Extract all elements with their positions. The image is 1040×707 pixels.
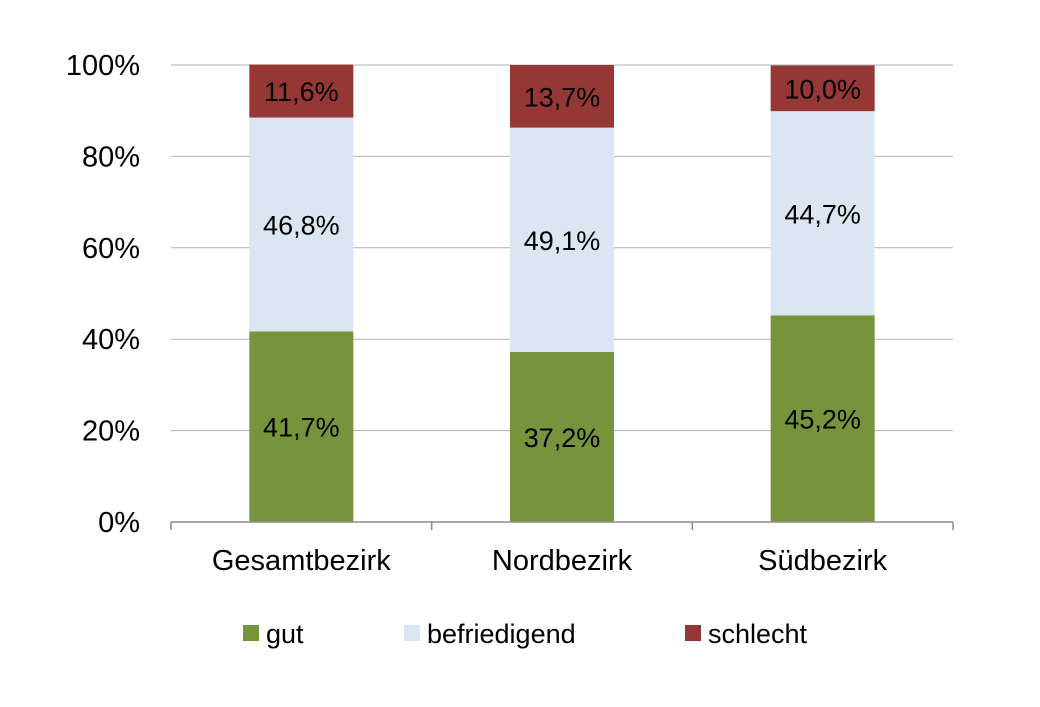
data-label: 11,6% <box>264 77 339 107</box>
legend: gut befriedigend schlecht <box>243 619 808 649</box>
y-tick-label: 60% <box>82 233 140 265</box>
y-tick-label: 80% <box>82 141 140 173</box>
bar-segment-befriedigend <box>249 117 354 332</box>
bar-segment-schlecht <box>770 65 875 112</box>
bar-segment-befriedigend <box>770 111 875 316</box>
data-label: 44,7% <box>784 199 861 229</box>
y-tick-label: 20% <box>82 416 140 448</box>
x-category-label: Gesamtbezirk <box>212 545 391 577</box>
bar-segment-schlecht <box>510 65 614 128</box>
legend-swatch-gut <box>243 625 259 641</box>
bar-segment-gut <box>510 351 614 522</box>
data-labels: 41,7% 46,8% 11,6% 37,2% 49,1% 13,7% 45,2% 44,7%… <box>263 74 861 453</box>
data-label: 10,0% <box>784 74 861 104</box>
bar-segment-befriedigend <box>510 127 614 352</box>
data-label: 45,2% <box>784 405 861 435</box>
axes: 0% 20% 40% 60% 80% 100% Gesamtbezirk Nordbezirk… <box>66 50 954 577</box>
x-category-label: Südbezirk <box>758 545 887 577</box>
bar-segment-schlecht <box>249 64 354 118</box>
y-tick-label: 100% <box>66 50 140 82</box>
data-label: 41,7% <box>263 413 340 443</box>
data-label: 13,7% <box>524 82 601 112</box>
y-tick-label: 40% <box>82 324 140 356</box>
legend-label: gut <box>266 619 304 649</box>
legend-label: befriedigend <box>427 619 576 649</box>
legend-swatch-schlecht <box>685 625 701 641</box>
legend-label: schlecht <box>708 619 808 649</box>
bar-segment-gut <box>770 315 875 522</box>
y-tick-label: 0% <box>98 507 140 539</box>
x-category-label: Nordbezirk <box>492 545 633 577</box>
data-label: 46,8% <box>263 210 340 240</box>
bars <box>249 64 875 522</box>
legend-swatch-befriedigend <box>404 625 420 641</box>
data-label: 49,1% <box>524 226 601 256</box>
data-label: 37,2% <box>524 423 601 453</box>
bar-segment-gut <box>249 331 354 522</box>
